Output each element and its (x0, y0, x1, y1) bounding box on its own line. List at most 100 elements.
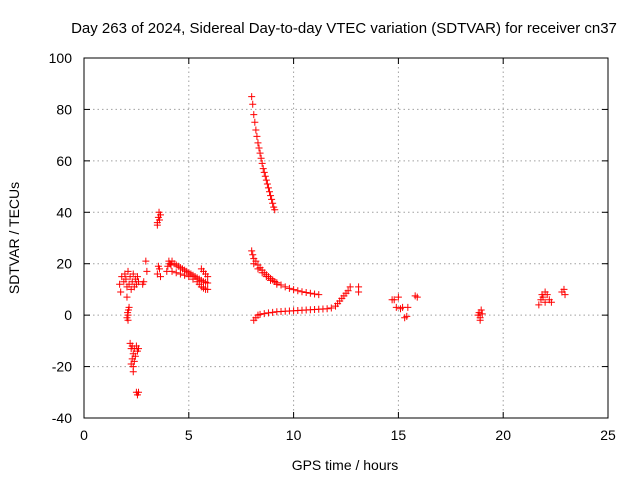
y-tick-label: 0 (64, 307, 72, 323)
data-point (478, 310, 486, 318)
y-tick-label: 60 (56, 153, 72, 169)
data-point (327, 304, 335, 312)
data-point (355, 283, 363, 291)
data-point (155, 208, 163, 216)
data-point (123, 293, 131, 301)
data-point (346, 283, 354, 291)
x-axis-label: GPS time / hours (292, 457, 399, 473)
data-point (251, 118, 259, 126)
x-tick-label: 20 (495, 427, 511, 443)
data-point (323, 305, 331, 313)
data-point (254, 265, 262, 273)
data-point (185, 273, 193, 281)
data-point (204, 279, 212, 287)
data-point (262, 176, 270, 184)
data-point (390, 296, 398, 304)
axis-ticks (83, 57, 609, 419)
data-point (404, 303, 412, 311)
data-point (267, 192, 275, 200)
data-point (258, 159, 266, 167)
data-point (298, 288, 306, 296)
data-point (344, 287, 352, 295)
data-point (541, 288, 549, 296)
data-point (248, 247, 256, 255)
data-point (176, 270, 184, 278)
data-point (128, 355, 136, 363)
data-point (255, 144, 263, 152)
data-point (124, 267, 132, 275)
data-point (168, 267, 176, 275)
data-point (267, 276, 275, 284)
data-point (476, 316, 484, 324)
data-point (277, 281, 285, 289)
y-tick-label: 20 (56, 256, 72, 272)
data-point (539, 293, 547, 301)
data-point (403, 312, 411, 320)
data-point (273, 280, 281, 288)
data-point (560, 285, 568, 293)
data-point (143, 267, 151, 275)
data-point (535, 301, 543, 309)
data-point (181, 271, 189, 279)
data-point (263, 180, 271, 188)
x-tick-label: 10 (286, 427, 302, 443)
data-point (134, 345, 142, 353)
data-point (204, 273, 212, 281)
data-point (260, 310, 268, 318)
data-point (294, 287, 302, 295)
x-tick-label: 0 (80, 427, 88, 443)
data-point (248, 93, 256, 101)
data-point (269, 199, 277, 207)
data-point (302, 289, 310, 297)
data-point (561, 291, 569, 299)
data-point (124, 316, 132, 324)
data-points (116, 93, 569, 399)
data-point (260, 168, 268, 176)
data-point (256, 310, 264, 318)
x-tick-label: 15 (391, 427, 407, 443)
chart-title: Day 263 of 2024, Sidereal Day-to-day VTE… (71, 20, 617, 37)
data-point (129, 368, 137, 376)
data-point (140, 278, 148, 286)
data-point (306, 289, 314, 297)
y-tick-label: 80 (56, 101, 72, 117)
data-point (133, 273, 141, 281)
data-point (249, 100, 257, 108)
plot-frame (83, 57, 609, 419)
data-point (155, 216, 163, 224)
data-point (127, 360, 135, 368)
y-axis-label: SDTVAR / TECUs (6, 182, 22, 294)
data-point (477, 306, 485, 314)
data-point (315, 291, 323, 299)
data-point (261, 172, 269, 180)
data-point (116, 280, 124, 288)
y-tick-label: 100 (49, 50, 73, 66)
x-tick-label: 5 (185, 427, 193, 443)
y-tick-label: -40 (52, 410, 72, 426)
data-point (134, 388, 142, 396)
data-point (394, 293, 402, 301)
data-point (250, 260, 258, 268)
data-point (249, 251, 257, 259)
data-point (125, 303, 133, 311)
data-point (204, 285, 212, 293)
data-point (290, 286, 298, 294)
data-point (285, 284, 293, 292)
data-point (547, 298, 555, 306)
y-tick-label: 40 (56, 204, 72, 220)
data-point (254, 139, 262, 147)
data-point (392, 303, 400, 311)
data-point (281, 283, 289, 291)
data-point (264, 309, 272, 317)
data-point (253, 132, 261, 140)
data-point (157, 273, 165, 281)
data-point (264, 184, 272, 192)
data-point (271, 206, 279, 214)
data-point (256, 149, 264, 157)
data-point (117, 288, 125, 296)
data-point (259, 165, 267, 173)
data-point (189, 275, 197, 283)
data-point (155, 265, 163, 273)
data-point (250, 111, 258, 119)
